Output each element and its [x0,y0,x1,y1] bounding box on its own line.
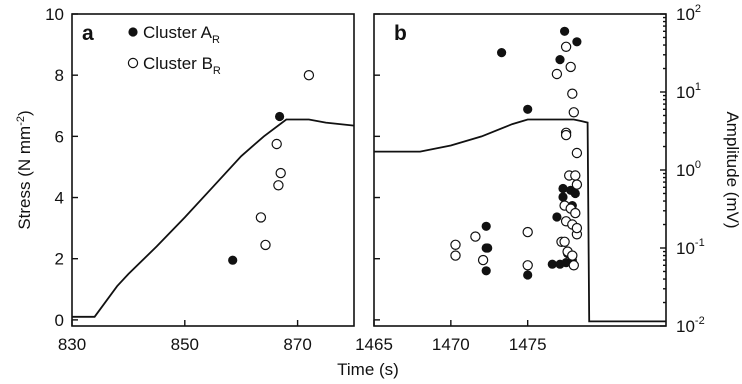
point-cluster-a [555,55,565,65]
right-tick-label: 10-2 [676,315,705,336]
right-tick-label: 101 [676,81,701,102]
point-cluster-b [450,250,461,261]
right-tick-label: 102 [676,3,701,24]
y-tick-label: 10 [45,5,64,24]
stress-line [374,118,666,323]
point-cluster-b [551,68,563,80]
legend-label-cluster-a: Cluster AR [143,23,220,46]
right-tick-label: 100 [676,159,701,180]
y-tick-label: 4 [55,189,64,208]
panel-b-frame [373,13,667,327]
point-cluster-a [481,266,491,276]
point-cluster-b [273,180,284,191]
panel-a-frame [71,13,355,327]
panel-b: b 1465 1470 1475 102 101 100 10-1 10-2 [355,3,705,354]
y-tick-label: 6 [55,127,64,146]
point-cluster-a [552,212,562,222]
y-tick-label: 0 [55,311,64,330]
y-tick-label: 8 [55,66,64,85]
panel-b-right-ticks: 102 101 100 10-1 10-2 [660,3,705,336]
point-cluster-b [571,147,583,159]
point-cluster-b [571,179,583,190]
point-cluster-a [547,259,557,269]
point-cluster-a [570,188,580,199]
panel-a-y-ticks: 0 2 4 6 8 10 [45,5,78,330]
point-cluster-a [483,243,493,253]
x-tick-label: 870 [283,335,311,354]
y-axis-title-stress: Stress (N mm-2) [15,110,34,229]
point-cluster-b [560,41,572,53]
point-cluster-b [275,167,286,179]
point-cluster-b [450,239,461,250]
point-cluster-b [568,107,580,118]
x-tick-label: 1470 [432,335,470,354]
point-cluster-b [303,69,315,81]
x-tick-label: 850 [171,335,199,354]
point-cluster-b [559,236,570,247]
point-cluster-a [523,270,533,280]
panel-b-letter: b [394,22,407,45]
y-axis-title-amplitude: Amplitude (mV) [723,111,742,228]
x-tick-label: 830 [58,335,86,354]
point-cluster-a [560,26,570,36]
point-cluster-b [255,212,267,223]
right-tick-label: 10-1 [676,237,705,258]
point-cluster-a [572,37,582,47]
x-axis-title-time: Time (s) [337,360,399,379]
point-cluster-b [570,170,581,181]
panel-a-x-ticks: 830 850 870 [58,320,312,354]
point-cluster-a [228,255,238,265]
point-cluster-b [565,61,576,73]
x-tick-label: 1465 [355,335,393,354]
point-cluster-b [571,222,583,234]
point-cluster-a [275,111,285,122]
point-cluster-b [568,260,580,271]
point-cluster-b [522,226,533,238]
point-cluster-b [477,254,489,266]
point-cluster-a [497,48,507,58]
y-tick-label: 2 [55,250,64,269]
point-cluster-b [271,138,282,150]
point-cluster-b [570,207,581,219]
point-cluster-b [522,260,533,271]
point-cluster-b [567,88,578,99]
panel-b-y-ticks [374,13,380,321]
point-cluster-a [558,183,568,194]
point-cluster-b [470,231,481,242]
panel-b-x-ticks: 1465 1470 1475 [355,320,547,354]
stress-line [72,118,355,318]
point-cluster-a [481,221,491,231]
point-cluster-a [558,192,568,202]
point-cluster-b [560,129,572,141]
point-cluster-b [567,250,578,261]
x-tick-label: 1475 [509,335,547,354]
legend-marker-cluster-a [128,27,138,37]
panel-a-marks [72,69,355,318]
legend-label-cluster-b: Cluster BR [143,54,221,77]
panel-a-letter: a [82,22,94,45]
point-cluster-b [260,239,271,251]
legend-marker-cluster-b [127,57,139,69]
panel-b-marks [374,26,666,323]
point-cluster-a [523,104,533,114]
legend: Cluster AR Cluster BR [127,23,221,77]
